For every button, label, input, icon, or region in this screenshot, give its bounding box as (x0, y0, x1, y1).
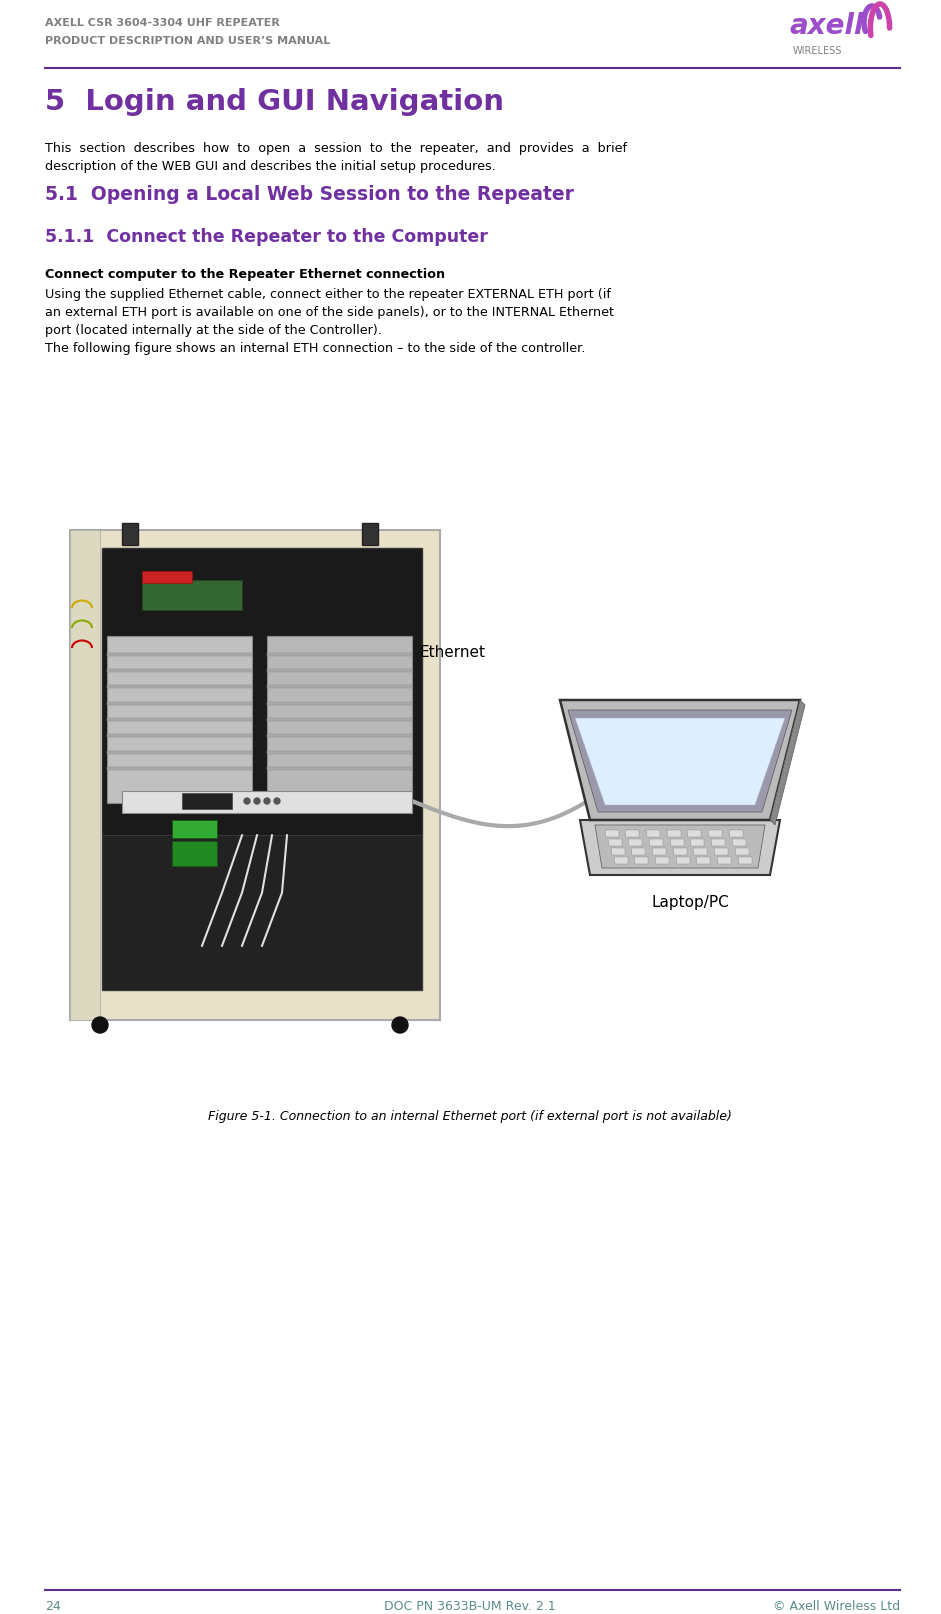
Text: axell: axell (790, 11, 865, 40)
Bar (107, 636, 252, 804)
Text: The following figure shows an internal ETH connection – to the side of the contr: The following figure shows an internal E… (45, 342, 585, 355)
Polygon shape (560, 700, 800, 820)
Circle shape (244, 797, 250, 804)
Bar (102, 836, 422, 989)
Polygon shape (628, 839, 642, 846)
Bar (142, 571, 192, 583)
Polygon shape (690, 839, 704, 846)
Polygon shape (708, 830, 722, 838)
Bar (70, 529, 100, 1020)
Bar (122, 523, 138, 546)
Polygon shape (655, 857, 669, 863)
Polygon shape (732, 839, 746, 846)
Polygon shape (667, 830, 681, 838)
Bar (107, 718, 252, 721)
Bar (267, 767, 412, 770)
Bar (267, 636, 412, 804)
Text: Using the supplied Ethernet cable, connect either to the repeater EXTERNAL ETH p: Using the supplied Ethernet cable, conne… (45, 287, 611, 300)
Bar (267, 702, 412, 705)
Bar (182, 792, 232, 809)
Text: Laptop/PC: Laptop/PC (651, 896, 729, 910)
Polygon shape (608, 839, 622, 846)
Bar (267, 668, 412, 671)
Polygon shape (687, 830, 701, 838)
Text: WIRELESS: WIRELESS (793, 47, 842, 56)
Polygon shape (693, 847, 707, 855)
Polygon shape (729, 830, 743, 838)
Bar (267, 718, 412, 721)
Text: PRODUCT DESCRIPTION AND USER’S MANUAL: PRODUCT DESCRIPTION AND USER’S MANUAL (45, 36, 330, 47)
Polygon shape (676, 857, 690, 863)
Polygon shape (646, 830, 660, 838)
Text: Ethernet: Ethernet (420, 646, 486, 660)
Bar (107, 702, 252, 705)
Polygon shape (714, 847, 728, 855)
Bar (122, 791, 412, 813)
Polygon shape (575, 718, 785, 805)
Polygon shape (634, 857, 648, 863)
Text: Figure 5-1. Connection to an internal Ethernet port (if external port is not ava: Figure 5-1. Connection to an internal Et… (208, 1110, 732, 1123)
Circle shape (254, 797, 260, 804)
Polygon shape (625, 830, 639, 838)
Text: an external ETH port is available on one of the side panels), or to the INTERNAL: an external ETH port is available on one… (45, 307, 614, 320)
Bar (107, 734, 252, 738)
Bar (172, 820, 217, 838)
Bar (70, 529, 440, 1020)
Polygon shape (611, 847, 625, 855)
Bar (107, 684, 252, 688)
Bar (267, 734, 412, 738)
Polygon shape (568, 710, 792, 812)
Polygon shape (652, 847, 666, 855)
Bar (107, 668, 252, 671)
Bar (107, 767, 252, 770)
Text: DOC PN 3633B-UM Rev. 2.1: DOC PN 3633B-UM Rev. 2.1 (384, 1599, 556, 1612)
Bar (267, 684, 412, 688)
Polygon shape (673, 847, 687, 855)
Polygon shape (770, 700, 805, 825)
Bar (267, 751, 412, 754)
Bar (142, 579, 242, 610)
Circle shape (92, 1017, 108, 1033)
Text: This  section  describes  how  to  open  a  session  to  the  repeater,  and  pr: This section describes how to open a ses… (45, 142, 627, 155)
Circle shape (264, 797, 270, 804)
Text: description of the WEB GUI and describes the initial setup procedures.: description of the WEB GUI and describes… (45, 160, 496, 173)
Text: port (located internally at the side of the Controller).: port (located internally at the side of … (45, 324, 382, 337)
Bar (107, 654, 252, 655)
Circle shape (274, 797, 280, 804)
Polygon shape (614, 857, 628, 863)
Text: 5  Login and GUI Navigation: 5 Login and GUI Navigation (45, 89, 504, 116)
Polygon shape (595, 825, 765, 868)
Text: 24: 24 (45, 1599, 61, 1612)
Polygon shape (735, 847, 749, 855)
Circle shape (392, 1017, 408, 1033)
Polygon shape (649, 839, 663, 846)
Bar (172, 841, 217, 867)
Polygon shape (717, 857, 731, 863)
Polygon shape (605, 830, 619, 838)
Text: AXELL CSR 3604-3304 UHF REPEATER: AXELL CSR 3604-3304 UHF REPEATER (45, 18, 279, 27)
Bar (362, 523, 378, 546)
Polygon shape (631, 847, 645, 855)
Bar (102, 549, 422, 989)
Polygon shape (711, 839, 725, 846)
Polygon shape (696, 857, 710, 863)
Polygon shape (580, 820, 780, 875)
Polygon shape (738, 857, 752, 863)
Text: © Axell Wireless Ltd: © Axell Wireless Ltd (773, 1599, 900, 1612)
Polygon shape (670, 839, 684, 846)
Bar (267, 654, 412, 655)
Text: Connect computer to the Repeater Ethernet connection: Connect computer to the Repeater Etherne… (45, 268, 445, 281)
Text: 5.1.1  Connect the Repeater to the Computer: 5.1.1 Connect the Repeater to the Comput… (45, 228, 487, 245)
Text: 5.1  Opening a Local Web Session to the Repeater: 5.1 Opening a Local Web Session to the R… (45, 186, 574, 203)
Bar (107, 751, 252, 754)
